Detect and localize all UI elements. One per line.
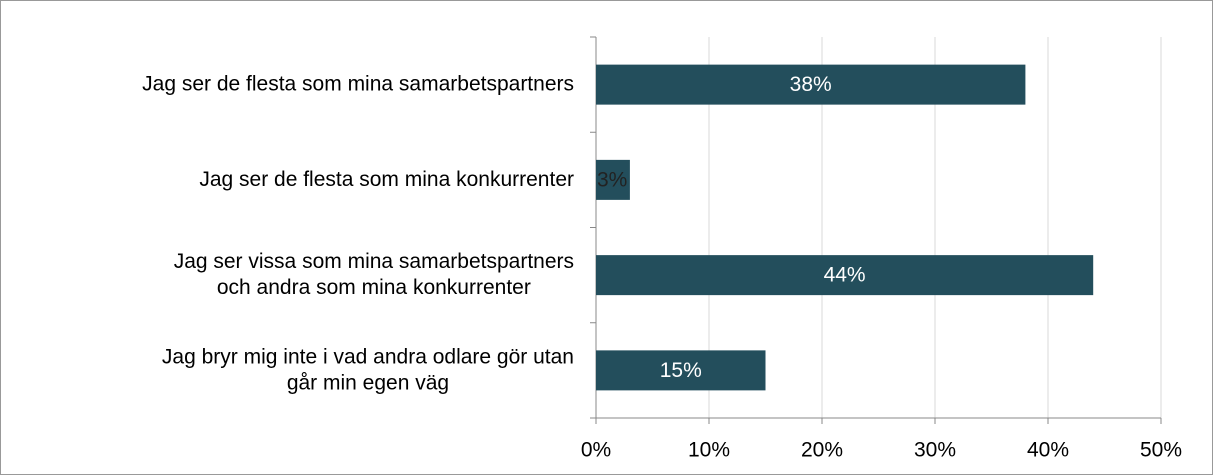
- y-tick-label-line: Jag bryr mig inte i vad andra odlare gör…: [162, 345, 574, 368]
- y-tick-label: Jag ser vissa som mina samarbetspartners…: [174, 250, 574, 299]
- y-tick-label-line: Jag ser de flesta som mina konkurrenter: [199, 167, 574, 190]
- y-tick-label: Jag ser de flesta som mina samarbetspart…: [142, 72, 574, 95]
- x-tick-label: 10%: [688, 439, 730, 462]
- x-tick-label: 50%: [1140, 439, 1182, 462]
- y-tick-label-line: och andra som mina konkurrenter: [217, 276, 531, 299]
- data-label: 3%: [597, 168, 627, 191]
- data-label: 44%: [824, 264, 866, 287]
- bar: [596, 255, 1094, 296]
- y-tick-label-line: Jag ser vissa som mina samarbetspartners: [174, 250, 574, 273]
- data-label: 15%: [660, 359, 702, 382]
- y-tick-label-line: Jag ser de flesta som mina samarbetspart…: [142, 72, 574, 95]
- x-tick-label: 30%: [914, 439, 956, 462]
- y-tick-label: Jag bryr mig inte i vad andra odlare gör…: [162, 345, 574, 394]
- bar: [596, 350, 766, 391]
- y-tick-label-line: går min egen väg: [287, 371, 449, 394]
- bar: [596, 64, 1026, 105]
- x-tick-label: 40%: [1027, 439, 1069, 462]
- x-tick-label: 0%: [581, 439, 611, 462]
- bar: [596, 159, 630, 200]
- y-tick-label: Jag ser de flesta som mina konkurrenter: [199, 167, 574, 190]
- data-label: 38%: [790, 73, 832, 96]
- x-tick-label: 20%: [801, 439, 843, 462]
